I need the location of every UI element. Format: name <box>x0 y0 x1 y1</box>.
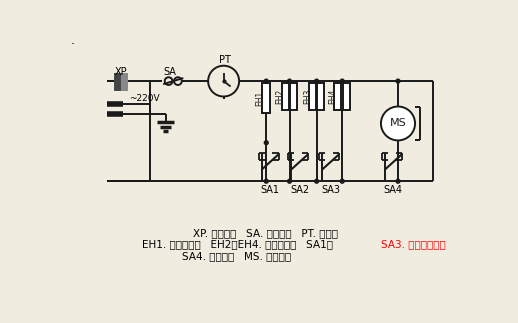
Circle shape <box>264 179 268 183</box>
Text: SA3: SA3 <box>321 185 340 195</box>
Circle shape <box>340 79 344 83</box>
Circle shape <box>264 141 268 145</box>
Bar <box>309 83 316 110</box>
Circle shape <box>264 79 268 83</box>
Text: EH1: EH1 <box>255 90 264 106</box>
Bar <box>263 83 270 113</box>
Text: PT: PT <box>219 55 231 65</box>
Text: ~220V: ~220V <box>129 94 160 103</box>
Text: SA4: SA4 <box>384 185 403 195</box>
Circle shape <box>340 179 344 183</box>
Text: SA2: SA2 <box>290 185 309 195</box>
Text: XP: XP <box>114 67 127 77</box>
Text: EH4: EH4 <box>328 89 337 104</box>
Text: SA: SA <box>164 67 177 77</box>
Bar <box>318 83 324 110</box>
Text: SA4. 电机开关   MS. 摇头电机: SA4. 电机开关 MS. 摇头电机 <box>182 251 291 261</box>
Text: XP. 电源插头   SA. 倒展开关   PT. 定时器: XP. 电源插头 SA. 倒展开关 PT. 定时器 <box>193 228 338 238</box>
Circle shape <box>287 179 292 183</box>
Circle shape <box>396 179 400 183</box>
Circle shape <box>315 179 319 183</box>
Text: EH1. 加湿发热器   EH2～EH4. 卦素发热器   SA1～: EH1. 加湿发热器 EH2～EH4. 卦素发热器 SA1～ <box>142 239 333 249</box>
Circle shape <box>315 79 319 83</box>
Bar <box>343 83 350 110</box>
Circle shape <box>381 107 415 141</box>
Circle shape <box>396 79 400 83</box>
Text: EH3: EH3 <box>303 89 312 104</box>
Bar <box>282 83 289 110</box>
Text: SA1: SA1 <box>261 185 280 195</box>
Bar <box>335 83 341 110</box>
Text: ·: · <box>70 38 75 51</box>
Text: EH2: EH2 <box>276 89 285 104</box>
Bar <box>290 83 297 110</box>
Text: SA3. 功率选择开关: SA3. 功率选择开关 <box>381 239 445 249</box>
Circle shape <box>287 79 292 83</box>
Text: MS: MS <box>390 119 407 129</box>
